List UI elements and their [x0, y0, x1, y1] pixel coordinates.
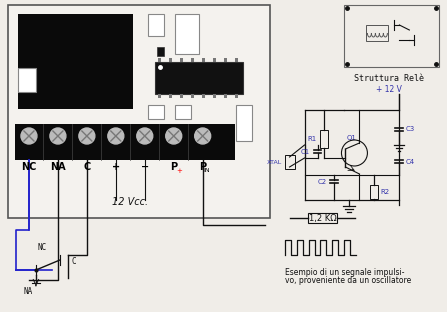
Bar — [202, 58, 205, 62]
Circle shape — [342, 140, 367, 166]
Text: NC: NC — [21, 162, 37, 172]
Text: C1: C1 — [300, 149, 309, 155]
Bar — [202, 94, 205, 98]
Circle shape — [137, 128, 153, 144]
Text: NA: NA — [50, 162, 66, 172]
Text: XTAL: XTAL — [267, 159, 283, 164]
Text: C: C — [83, 162, 90, 172]
Bar — [180, 94, 183, 98]
Bar — [148, 105, 164, 119]
Bar — [18, 14, 133, 109]
Text: + 12 V: + 12 V — [376, 85, 402, 95]
Circle shape — [50, 128, 66, 144]
Text: NA: NA — [23, 287, 33, 296]
Circle shape — [164, 126, 184, 146]
Text: IN: IN — [203, 168, 210, 173]
Bar — [235, 58, 238, 62]
Bar — [8, 5, 270, 218]
Bar — [224, 94, 227, 98]
Bar — [18, 68, 36, 92]
Circle shape — [79, 128, 95, 144]
Circle shape — [135, 126, 155, 146]
Circle shape — [193, 126, 213, 146]
Text: vo, proveniente da un oscillatore: vo, proveniente da un oscillatore — [285, 276, 411, 285]
Circle shape — [166, 128, 182, 144]
Text: NC: NC — [38, 243, 47, 252]
Bar — [155, 62, 243, 94]
Bar — [157, 47, 164, 56]
Bar — [15, 124, 235, 160]
Bar — [213, 58, 215, 62]
Text: P: P — [170, 162, 177, 172]
Text: C4: C4 — [405, 159, 414, 165]
Bar — [175, 105, 191, 119]
Circle shape — [48, 126, 68, 146]
Bar — [345, 5, 439, 67]
Circle shape — [108, 128, 124, 144]
Text: Esempio di un segnale impulsi-: Esempio di un segnale impulsi- — [285, 268, 404, 277]
Bar — [169, 94, 172, 98]
Text: C3: C3 — [405, 126, 415, 132]
Bar — [191, 94, 194, 98]
Circle shape — [195, 128, 211, 144]
Text: 12 Vcc.: 12 Vcc. — [112, 197, 148, 207]
Bar — [371, 185, 379, 199]
Text: +: + — [112, 162, 120, 172]
Bar — [148, 14, 164, 36]
Bar — [158, 58, 161, 62]
Bar — [180, 58, 183, 62]
Text: R2: R2 — [380, 189, 389, 195]
Bar — [235, 94, 238, 98]
Circle shape — [77, 126, 97, 146]
Circle shape — [106, 126, 126, 146]
Text: R1: R1 — [307, 136, 316, 142]
Text: C2: C2 — [317, 179, 326, 185]
Text: P: P — [199, 162, 206, 172]
Circle shape — [21, 128, 37, 144]
Bar — [236, 105, 252, 141]
Bar — [191, 58, 194, 62]
Text: 1,2 KΩ: 1,2 KΩ — [309, 213, 336, 222]
Text: +: + — [176, 168, 181, 174]
Bar — [367, 25, 388, 41]
Text: Struttura Relè: Struttura Relè — [354, 74, 424, 83]
Bar — [320, 130, 329, 148]
Bar — [308, 213, 337, 223]
Bar — [285, 155, 295, 169]
Bar — [158, 94, 161, 98]
Bar — [213, 94, 215, 98]
Text: Q1: Q1 — [346, 135, 356, 141]
Text: C: C — [72, 257, 76, 266]
Bar — [224, 58, 227, 62]
Text: −: − — [141, 162, 149, 172]
Bar — [175, 14, 198, 54]
Circle shape — [19, 126, 39, 146]
Bar — [169, 58, 172, 62]
